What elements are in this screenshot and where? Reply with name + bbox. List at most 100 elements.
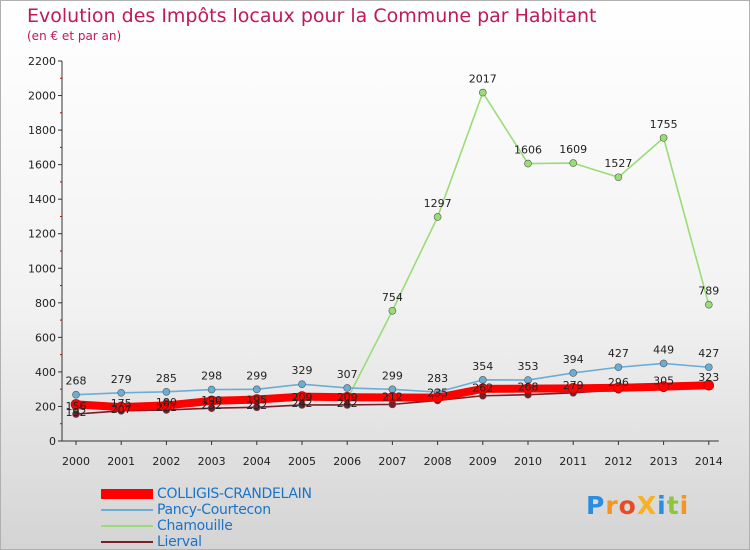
logo-letter: P [586, 491, 606, 520]
data-label-chamouille-2004: 232 [246, 399, 267, 412]
point-colligis-crandelain-2013 [658, 381, 669, 392]
legend-swatch-pancy-courtecon [101, 509, 153, 511]
point-pancy-courtecon-2002 [162, 387, 171, 396]
x-tick-label-2008: 2008 [424, 455, 452, 468]
logo-letter: X [636, 491, 658, 520]
data-label-chamouille-2006: 242 [337, 397, 358, 410]
y-tick-label-600: 600 [35, 331, 56, 344]
data-label-chamouille-2003: 232 [201, 399, 222, 412]
data-label-lierval-2000: 156 [66, 400, 87, 413]
data-labels: 268 279 285 298 299 329 307 299 283 354 353 394 427 4… [66, 73, 720, 419]
y-tick-label-400: 400 [35, 366, 56, 379]
point-pancy-courtecon-2001 [117, 389, 125, 397]
data-label-pancy-courtecon-2009: 354 [472, 360, 493, 373]
logo-letter: i [679, 491, 690, 520]
x-tick-label-2005: 2005 [288, 455, 316, 468]
data-label-pancy-courtecon-2014: 427 [698, 347, 719, 360]
point-colligis-crandelain-2010 [522, 383, 534, 394]
legend-label-colligis-crandelain: COLLIGIS-CRANDELAIN [157, 486, 312, 502]
data-label-chamouille-2013: 1755 [650, 118, 678, 131]
point-chamouille-2013 [659, 134, 668, 142]
x-tick-label-2000: 2000 [62, 455, 90, 468]
data-label-pancy-courtecon-2000: 268 [66, 375, 87, 388]
y-tick-label-1400: 1400 [28, 193, 56, 206]
point-pancy-courtecon-2012 [614, 363, 623, 372]
point-colligis-crandelain-2002 [161, 400, 172, 411]
x-tick-label-2001: 2001 [107, 455, 135, 468]
point-colligis-crandelain-2000 [70, 399, 82, 410]
point-chamouille-2007 [388, 306, 397, 315]
data-label-pancy-courtecon-2011: 394 [563, 353, 584, 366]
x-tick-label-2002: 2002 [152, 455, 180, 468]
data-label-pancy-courtecon-2012: 427 [608, 347, 629, 360]
point-colligis-crandelain-2006 [341, 391, 353, 403]
point-lierval-2000 [72, 410, 80, 418]
legend-swatch-colligis-crandelain [101, 489, 153, 499]
data-label-chamouille-2008: 1297 [424, 197, 452, 210]
point-colligis-crandelain-2007 [387, 392, 398, 403]
point-colligis-crandelain-2009 [477, 383, 489, 395]
data-label-pancy-courtecon-2001: 279 [111, 373, 132, 386]
point-chamouille-2014 [704, 300, 713, 309]
point-colligis-crandelain-2005 [296, 391, 308, 402]
point-pancy-courtecon-2003 [207, 385, 216, 394]
y-tick-label-800: 800 [35, 297, 56, 310]
data-label-lierval-2009: 262 [472, 382, 493, 395]
point-pancy-courtecon-2004 [253, 385, 261, 394]
data-label-chamouille-2002: 221 [156, 401, 177, 414]
point-pancy-courtecon-2011 [569, 369, 578, 377]
data-label-pancy-courtecon-2004: 299 [246, 369, 267, 382]
logo-letter: i [657, 491, 667, 520]
point-chamouille-2009 [478, 88, 487, 97]
data-label-chamouille-2010: 1606 [514, 144, 542, 157]
point-pancy-courtecon-2014 [704, 363, 713, 372]
data-label-pancy-courtecon-2008: 283 [427, 372, 448, 385]
data-label-chamouille-2011: 1609 [559, 143, 587, 156]
point-colligis-crandelain-2001 [115, 401, 127, 413]
point-chamouille-2010 [524, 159, 532, 168]
point-colligis-crandelain-2004 [251, 394, 263, 405]
data-label-chamouille-2009: 2017 [469, 73, 497, 86]
y-tick-label-1200: 1200 [28, 228, 56, 241]
data-label-lierval-2003: 190 [201, 394, 222, 407]
series-lines [72, 91, 713, 415]
y-tick-label-1000: 1000 [28, 262, 56, 275]
point-chamouille-2008 [433, 213, 442, 221]
x-tick-label-2010: 2010 [514, 455, 542, 468]
logo-letter: t [666, 491, 680, 520]
data-label-lierval-2011: 279 [563, 379, 584, 392]
data-label-chamouille-2001: 207 [111, 403, 132, 416]
legend-swatch-chamouille [101, 525, 153, 527]
chart-title: Evolution des Impôts locaux pour la Comm… [27, 5, 597, 27]
data-label-lierval-2014: 323 [698, 371, 719, 384]
x-tick-label-2011: 2011 [559, 455, 587, 468]
data-label-lierval-2010: 268 [518, 381, 539, 394]
data-label-pancy-courtecon-2002: 285 [156, 372, 177, 385]
data-label-pancy-courtecon-2010: 353 [518, 360, 539, 373]
data-label-lierval-2006: 209 [337, 391, 358, 404]
point-colligis-crandelain-2012 [613, 382, 624, 394]
data-label-chamouille-2005: 242 [292, 397, 313, 410]
data-label-chamouille-2014: 789 [698, 285, 719, 298]
point-pancy-courtecon-2005 [298, 380, 306, 388]
x-tick-label-2014: 2014 [695, 455, 723, 468]
proxiti-logo: ProXiti [586, 491, 689, 520]
y-tick-label-2200: 2200 [28, 55, 56, 68]
data-label-lierval-2013: 305 [653, 374, 674, 387]
x-tick-label-2006: 2006 [333, 455, 361, 468]
point-colligis-crandelain-2011 [567, 383, 579, 394]
legend-swatch-lierval [101, 541, 153, 543]
point-colligis-crandelain-2014 [703, 379, 715, 391]
data-label-lierval-2002: 180 [156, 396, 177, 409]
legend-label-lierval: Lierval [157, 534, 202, 550]
data-label-lierval-2008: 235 [427, 386, 448, 399]
logo-letter: o [618, 491, 637, 520]
data-label-lierval-2012: 296 [608, 376, 629, 389]
data-label-chamouille-2000: 192 [66, 406, 87, 419]
x-tick-label-2013: 2013 [650, 455, 678, 468]
y-tick-label-2000: 2000 [28, 90, 56, 103]
axes: 0 200 400 600 800 1000 1200 1400 1600 1800 2000 220… [28, 55, 723, 468]
x-tick-label-2003: 2003 [198, 455, 226, 468]
